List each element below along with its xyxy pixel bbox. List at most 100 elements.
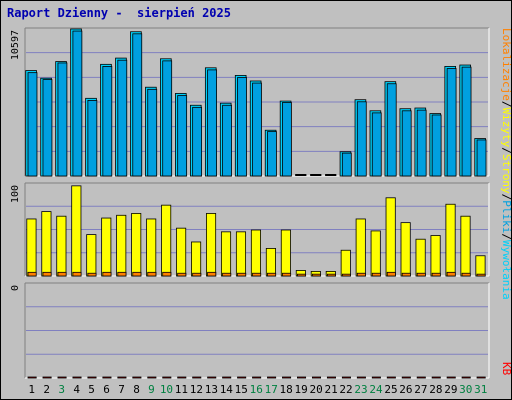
x-tick-day-9: 9: [148, 383, 155, 396]
bar-lokalizacje-day-27: [416, 272, 426, 277]
x-tick-day-14: 14: [220, 383, 234, 396]
bar-pliki-day-23: [356, 101, 367, 177]
bar-pliki-day-8: [132, 33, 143, 177]
bar-pliki-day-13: [207, 69, 217, 177]
bar-strony-day-5: [86, 234, 97, 277]
bar-lokalizacje-day-1: [27, 271, 37, 277]
bar-strony-day-27: [415, 238, 426, 277]
bar-strony-day-12: [191, 241, 202, 277]
x-tick-day-2: 2: [43, 383, 50, 396]
bar-pliki-day-5: [87, 99, 98, 177]
panel-1-ymax-label: 100: [10, 185, 21, 203]
bar-lokalizacje-day-18: [282, 272, 292, 277]
x-tick-day-17: 17: [265, 383, 278, 396]
bar-pliki-day-16: [252, 82, 262, 177]
x-tick-day-1: 1: [28, 383, 35, 396]
legend-kb: KB: [500, 362, 512, 376]
bar-kb-day-12: [192, 376, 202, 379]
bar-strony-day-15: [235, 231, 247, 277]
bar-kb-day-20: [311, 376, 322, 379]
x-tick-day-7: 7: [118, 383, 125, 396]
bar-pliki-day-29: [446, 68, 457, 177]
legend-lokalizacje: Lokalizacje: [500, 28, 512, 101]
bar-strony-day-8: [131, 213, 142, 277]
bar-pliki-day-27: [416, 109, 427, 177]
x-tick-day-6: 6: [103, 383, 110, 396]
bar-kb-day-21: [326, 376, 336, 379]
legend-wywołania: Wywołania: [500, 240, 512, 300]
bar-strony-day-23: [355, 218, 366, 277]
bar-pliki-day-1: [27, 72, 38, 177]
bar-pliki-day-11: [177, 95, 188, 177]
x-tick-day-23: 23: [354, 383, 367, 396]
bar-pliki-day-3: [57, 62, 68, 177]
bar-lokalizacje-day-8: [132, 271, 142, 277]
bar-kb-day-23: [356, 376, 366, 379]
bar-strony-day-2: [41, 211, 52, 277]
bar-strony-day-22: [340, 249, 351, 277]
bar-kb-day-6: [102, 376, 112, 379]
bar-pliki-day-9: [147, 88, 158, 177]
x-tick-day-28: 28: [429, 383, 442, 396]
x-tick-day-21: 21: [324, 383, 337, 396]
bar-pliki-day-24: [371, 112, 382, 177]
bar-lokalizacje-day-10: [162, 271, 172, 277]
bar-strony-day-16: [250, 229, 261, 277]
bar-pliki-day-31: [476, 139, 487, 177]
bar-kb-day-11: [177, 376, 187, 379]
bar-kb-day-7: [117, 376, 127, 379]
bar-lokalizacje-day-6: [102, 271, 112, 277]
bar-strony-day-24: [370, 230, 381, 277]
bar-lokalizacje-day-31: [476, 273, 486, 277]
bar-strony-day-30: [460, 215, 471, 277]
x-tick-day-29: 29: [444, 383, 457, 396]
bar-pliki-day-15: [237, 77, 247, 177]
bar-kb-day-24: [371, 376, 381, 379]
bar-strony-day-7: [116, 214, 127, 277]
bar-kb-day-17: [267, 376, 277, 379]
bar-strony-day-29: [445, 203, 456, 277]
legend-pliki: Pliki: [500, 200, 512, 233]
legend-slash: /: [500, 194, 512, 201]
bar-lokalizacje-day-15: [237, 272, 247, 277]
bar-pliki-day-17: [267, 131, 277, 177]
bar-kb-day-8: [132, 376, 142, 379]
x-tick-day-30: 30: [459, 383, 472, 396]
right-legend: Lokalizacje/Wizyty/Strony/Pliki/Wywołani…: [500, 28, 512, 300]
legend-strony: Strony: [500, 154, 512, 194]
bar-strony-day-26: [400, 222, 411, 277]
x-tick-day-3: 3: [58, 383, 65, 396]
bar-pliki-day-10: [162, 60, 173, 177]
bar-strony-day-11: [176, 227, 187, 277]
bar-pliki-day-12: [192, 106, 203, 177]
x-tick-day-5: 5: [88, 383, 95, 396]
bar-strony-day-3: [56, 215, 67, 277]
bar-lokalizacje-day-14: [222, 272, 232, 277]
x-tick-day-18: 18: [280, 383, 293, 396]
bar-lokalizacje-day-4: [72, 271, 82, 277]
legend-wizyty: Wizyty: [500, 107, 512, 147]
bar-strony-day-31: [475, 255, 486, 277]
bar-lokalizacje-day-20: [311, 273, 322, 277]
bar-kb-day-14: [222, 376, 232, 379]
bar-lokalizacje-day-5: [87, 272, 97, 277]
x-tick-day-27: 27: [414, 383, 427, 396]
bar-kb-day-15: [237, 376, 247, 379]
bar-lokalizacje-day-29: [446, 271, 456, 277]
x-tick-day-22: 22: [339, 383, 352, 396]
x-tick-day-31: 31: [474, 383, 487, 396]
bar-lokalizacje-day-3: [57, 271, 67, 277]
bar-lokalizacje-day-11: [177, 272, 187, 277]
bar-pliki-day-7: [117, 59, 128, 177]
bar-lokalizacje-day-26: [401, 272, 411, 277]
bar-lokalizacje-day-9: [147, 271, 157, 277]
bar-pliki-day-28: [431, 114, 442, 177]
bar-strony-day-18: [280, 229, 291, 277]
bar-kb-day-1: [27, 376, 37, 379]
bar-lokalizacje-day-22: [341, 273, 351, 277]
bar-lokalizacje-day-16: [252, 272, 262, 277]
legend-slash: /: [500, 147, 512, 154]
bar-lokalizacje-day-17: [267, 272, 277, 277]
x-tick-day-13: 13: [205, 383, 218, 396]
